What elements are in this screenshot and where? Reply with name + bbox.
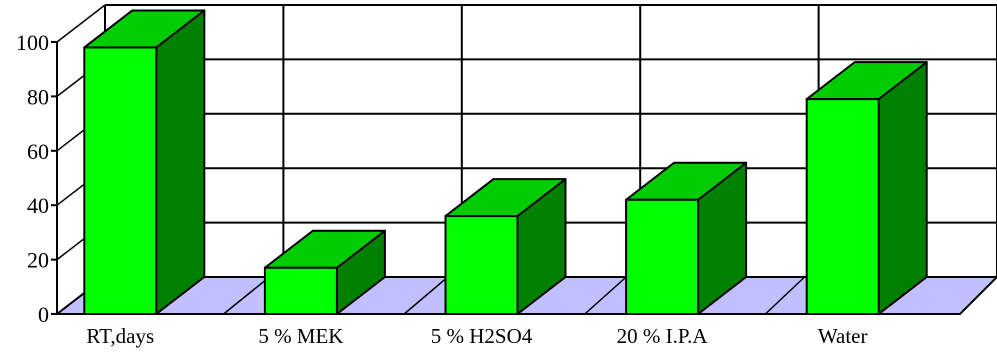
bar-side-face <box>877 61 928 315</box>
floor-divider-line <box>764 276 806 315</box>
floor-divider-line <box>403 276 449 315</box>
bar-side-face <box>155 9 206 315</box>
bar-front-face <box>83 46 158 315</box>
floor-divider-line <box>584 276 627 315</box>
x-category-label: 5 % H2SO4 <box>431 324 533 348</box>
bar <box>263 229 386 316</box>
y-tick-label: 60 <box>27 139 49 164</box>
bar <box>83 9 206 315</box>
bar-front-face <box>625 198 700 315</box>
floor-divider-line <box>223 276 270 315</box>
x-category-label: 5 % MEK <box>258 324 343 348</box>
bar-front-face <box>444 215 519 315</box>
y-tick-label: 80 <box>27 84 49 109</box>
chart-bars <box>83 9 928 316</box>
y-tick-label: 20 <box>27 248 49 273</box>
y-axis-tick-labels: 0 20 40 60 80 100 <box>16 30 49 327</box>
y-tick-label: 0 <box>38 302 49 327</box>
x-category-label: RT,days <box>86 324 154 348</box>
x-axis-category-labels: RT,days 5 % MEK 5 % H2SO4 20 % I.P.A Water <box>86 324 867 348</box>
bar <box>805 61 928 316</box>
bar-front-face <box>263 266 338 316</box>
x-category-label: Water <box>818 324 868 348</box>
x-category-label: 20 % I.P.A <box>617 324 709 348</box>
side-wall-gridline <box>56 4 106 43</box>
y-tick-label: 100 <box>16 30 49 55</box>
bar <box>444 178 567 315</box>
bar-front-face <box>805 98 880 316</box>
bar <box>625 161 748 315</box>
y-tick-label: 40 <box>27 193 49 218</box>
